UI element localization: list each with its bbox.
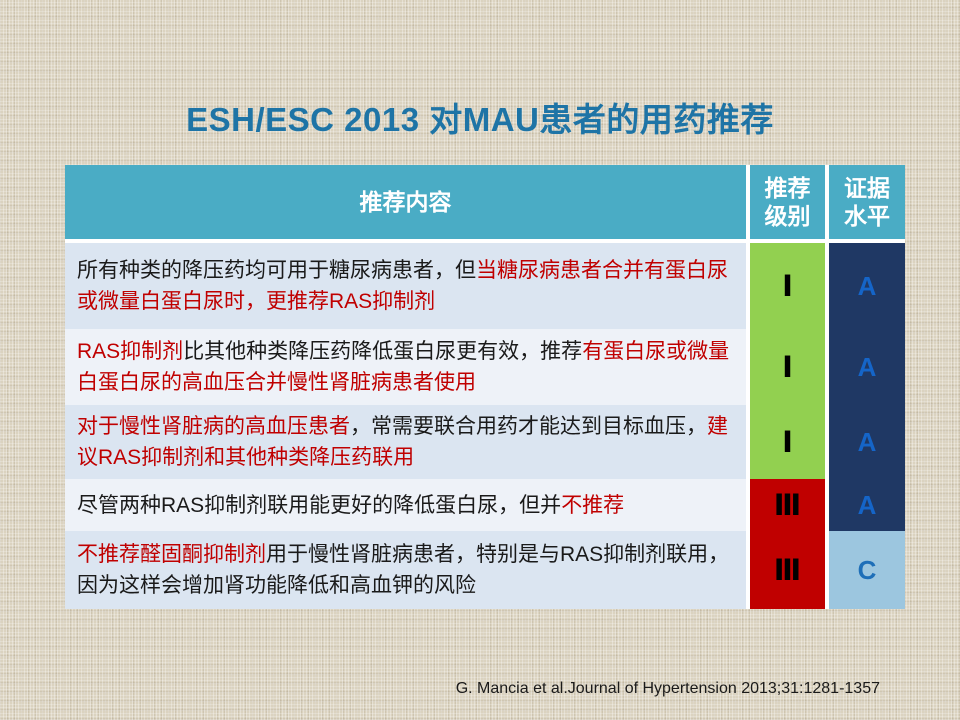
table-row: 不推荐醛固酮抑制剂用于慢性肾脏病患者，特别是与RAS抑制剂联用，因为这样会增加肾… bbox=[65, 531, 905, 609]
grade-cell: Ⅲ bbox=[750, 531, 825, 609]
grade-cell: Ⅲ bbox=[750, 479, 825, 531]
recommendation-text: 不推荐醛固酮抑制剂用于慢性肾脏病患者，特别是与RAS抑制剂联用，因为这样会增加肾… bbox=[77, 539, 738, 601]
citation: G. Mancia et al.Journal of Hypertension … bbox=[455, 680, 880, 697]
evidence-cell: A bbox=[829, 479, 905, 531]
evidence-cell: A bbox=[829, 329, 905, 405]
col-header-evidence-line2: 水平 bbox=[844, 203, 890, 229]
recommendation-text: 尽管两种RAS抑制剂联用能更好的降低蛋白尿，但并不推荐 bbox=[77, 490, 624, 521]
recommendation-text-cell: RAS抑制剂比其他种类降压药降低蛋白尿更有效，推荐有蛋白尿或微量白蛋白尿的高血压… bbox=[65, 329, 746, 405]
recommendation-text: 所有种类的降压药均可用于糖尿病患者，但当糖尿病患者合并有蛋白尿或微量白蛋白尿时，… bbox=[77, 255, 738, 317]
text-segment: 比其他种类降压药降低蛋白尿更有效，推荐 bbox=[183, 340, 583, 363]
evidence-cell: C bbox=[829, 531, 905, 609]
recommendation-text-cell: 所有种类的降压药均可用于糖尿病患者，但当糖尿病患者合并有蛋白尿或微量白蛋白尿时，… bbox=[65, 243, 746, 329]
evidence-cell: A bbox=[829, 243, 905, 329]
slide-title: ESH/ESC 2013 对MAU患者的用药推荐 bbox=[186, 101, 774, 138]
text-segment: ，常需要联合用药才能达到目标血压， bbox=[350, 415, 707, 438]
text-segment: 用于慢性肾脏病患者，特别是与RAS抑制剂联用，因为这样会增加肾功能降低和高血钾的… bbox=[77, 543, 730, 597]
col-header-grade: 推荐 级别 bbox=[750, 165, 825, 239]
text-segment: RAS抑制剂 bbox=[77, 340, 184, 363]
table-row: 所有种类的降压药均可用于糖尿病患者，但当糖尿病患者合并有蛋白尿或微量白蛋白尿时，… bbox=[65, 243, 905, 329]
table-row: RAS抑制剂比其他种类降压药降低蛋白尿更有效，推荐有蛋白尿或微量白蛋白尿的高血压… bbox=[65, 329, 905, 405]
table-row: 对于慢性肾脏病的高血压患者，常需要联合用药才能达到目标血压，建议RAS抑制剂和其… bbox=[65, 405, 905, 479]
recommendation-text: 对于慢性肾脏病的高血压患者，常需要联合用药才能达到目标血压，建议RAS抑制剂和其… bbox=[77, 411, 738, 473]
recommendation-table: 推荐内容 推荐 级别 证据 水平 所有种类的降压药均可用于糖尿病患者，但当糖尿病… bbox=[65, 165, 905, 609]
col-header-recommendation-label: 推荐内容 bbox=[359, 189, 452, 215]
table-body: 所有种类的降压药均可用于糖尿病患者，但当糖尿病患者合并有蛋白尿或微量白蛋白尿时，… bbox=[65, 243, 905, 609]
col-header-evidence: 证据 水平 bbox=[829, 165, 905, 239]
col-header-grade-line1: 推荐 bbox=[764, 175, 811, 201]
grade-cell: Ⅰ bbox=[750, 243, 825, 329]
col-header-evidence-line1: 证据 bbox=[844, 175, 890, 201]
table-header-row: 推荐内容 推荐 级别 证据 水平 bbox=[65, 165, 905, 239]
text-segment: 所有种类的降压药均可用于糖尿病患者，但 bbox=[77, 259, 476, 282]
text-segment: 不推荐醛固酮抑制剂 bbox=[77, 543, 266, 566]
grade-cell: Ⅰ bbox=[750, 329, 825, 405]
recommendation-text-cell: 尽管两种RAS抑制剂联用能更好的降低蛋白尿，但并不推荐 bbox=[65, 479, 746, 531]
recommendation-text-cell: 对于慢性肾脏病的高血压患者，常需要联合用药才能达到目标血压，建议RAS抑制剂和其… bbox=[65, 405, 746, 479]
text-segment: 建议RAS抑制剂和其他种类降压药联用 bbox=[77, 415, 728, 469]
col-header-recommendation: 推荐内容 bbox=[65, 165, 746, 239]
recommendation-text-cell: 不推荐醛固酮抑制剂用于慢性肾脏病患者，特别是与RAS抑制剂联用，因为这样会增加肾… bbox=[65, 531, 746, 609]
text-segment: 尽管两种RAS抑制剂联用能更好的降低蛋白尿，但并 bbox=[77, 493, 562, 517]
text-segment: 对于慢性肾脏病的高血压患者 bbox=[77, 415, 350, 438]
col-header-grade-line2: 级别 bbox=[764, 203, 811, 229]
text-segment: 有蛋白尿或微量白蛋白尿的高血压合并慢性肾脏病患者使用 bbox=[77, 340, 730, 394]
table-row: 尽管两种RAS抑制剂联用能更好的降低蛋白尿，但并不推荐 Ⅲ A bbox=[65, 479, 905, 531]
recommendation-text: RAS抑制剂比其他种类降压药降低蛋白尿更有效，推荐有蛋白尿或微量白蛋白尿的高血压… bbox=[77, 336, 738, 398]
evidence-cell: A bbox=[829, 405, 905, 479]
text-segment: 不推荐 bbox=[561, 493, 625, 517]
grade-cell: Ⅰ bbox=[750, 405, 825, 479]
text-segment: 当糖尿病患者合并有蛋白尿或微量白蛋白尿时，更推荐RAS抑制剂 bbox=[77, 259, 728, 313]
